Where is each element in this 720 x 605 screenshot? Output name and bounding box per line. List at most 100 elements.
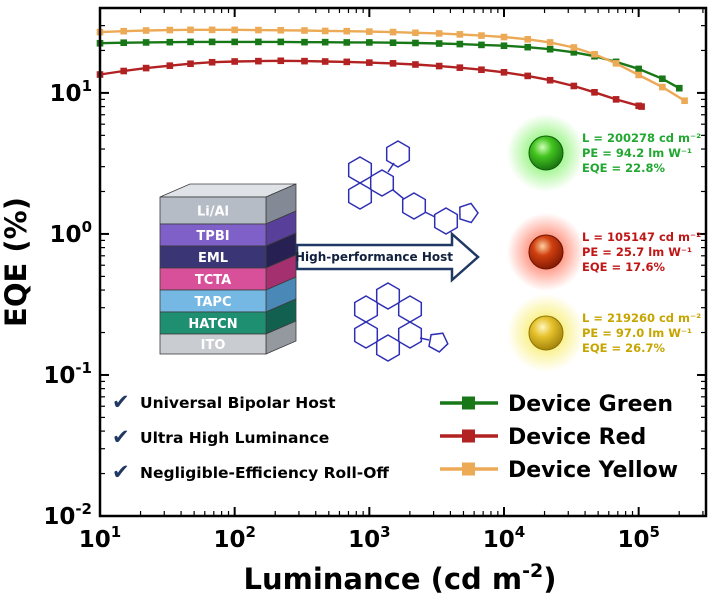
tick-base: 10 <box>50 81 82 107</box>
series-marker <box>456 64 464 71</box>
x-axis-label-main: Luminance (cd m <box>244 562 523 596</box>
tick-exp: 1 <box>111 523 121 541</box>
chart-legend: Device Green Device Red Device Yellow <box>440 392 678 483</box>
y-tick-label: 10-1 <box>43 359 92 389</box>
x-tick-label: 103 <box>348 523 390 553</box>
series-marker <box>255 57 262 65</box>
series-line-device-red <box>99 59 642 108</box>
series-marker <box>524 72 532 80</box>
series-marker <box>120 67 128 75</box>
tick-base: 10 <box>79 527 111 553</box>
tick-exp: 1 <box>82 77 92 95</box>
legend-marker <box>462 396 475 410</box>
device-stats-red-line2: PE = 25.7 lm W⁻¹ <box>582 245 692 259</box>
x-tick-label: 104 <box>483 523 525 553</box>
series-marker <box>412 29 419 37</box>
molecule-ring <box>397 295 423 323</box>
series-marker <box>412 61 419 68</box>
tick-exp: 5 <box>649 523 659 541</box>
series-marker <box>366 28 373 35</box>
series-marker <box>435 30 443 37</box>
tick-base: 10 <box>348 527 380 553</box>
device-stats-green-line1: L = 200278 cd m⁻² <box>582 131 701 145</box>
molecule-ring <box>385 140 411 168</box>
series-marker <box>500 42 508 50</box>
series-marker <box>500 33 508 41</box>
series-marker <box>570 49 578 56</box>
series-marker <box>208 58 216 66</box>
stack-layer-label-tcta: TCTA <box>195 273 231 288</box>
checklist: ✔ Universal Bipolar Host ✔ Ultra High Lumin… <box>112 390 389 484</box>
series-marker <box>456 31 464 38</box>
tick-base: 10 <box>43 363 75 389</box>
series-marker <box>142 64 150 72</box>
check-icon: ✔ <box>112 460 130 484</box>
tick-exp: 2 <box>245 523 255 541</box>
molecule-ring <box>375 282 401 310</box>
series-marker <box>166 62 174 69</box>
device-stats-red-line1: L = 105147 cd m⁻² <box>582 230 701 244</box>
molecule-ring <box>353 295 379 323</box>
high-performance-host-arrow <box>295 231 480 283</box>
series-marker <box>166 38 174 46</box>
checklist-item: Ultra High Luminance <box>140 429 329 447</box>
series-marker <box>635 71 642 79</box>
stack-front-face <box>159 196 267 225</box>
series-marker <box>389 60 397 67</box>
stack-layer-label-tpbi: TPBI <box>196 229 229 244</box>
series-marker <box>208 38 216 46</box>
tick-base: 10 <box>43 504 75 530</box>
series-marker <box>277 38 285 46</box>
series-marker <box>635 65 642 73</box>
series-marker <box>301 27 308 34</box>
stack-layer-label-hatcn: HATCN <box>188 317 237 332</box>
series-marker <box>500 69 508 76</box>
series-marker <box>343 58 351 66</box>
legend-label-device-yellow: Device Yellow <box>508 458 678 483</box>
series-marker <box>612 96 620 103</box>
legend-label-device-red: Device Red <box>508 425 646 450</box>
series-marker <box>301 57 308 65</box>
stack-layer-label-eml: EML <box>198 251 228 266</box>
molecule-ring <box>353 321 379 349</box>
stack-layer-label-tapc: TAPC <box>195 295 232 310</box>
series-marker <box>478 32 485 39</box>
series-marker <box>456 40 464 48</box>
molecule-ring <box>347 156 373 184</box>
series-marker <box>681 97 688 105</box>
series-marker <box>187 38 194 46</box>
series-marker <box>120 27 128 35</box>
tick-exp: 0 <box>82 218 92 236</box>
molecule-ring <box>397 321 423 349</box>
series-marker <box>255 26 262 34</box>
series-marker <box>478 66 485 74</box>
tick-exp: 4 <box>515 523 525 541</box>
molecule-ring <box>459 202 479 224</box>
x-axis-label-end: ) <box>543 562 556 596</box>
molecule-bond <box>392 189 405 200</box>
molecule-ring <box>369 169 395 197</box>
y-tick-label: 10-2 <box>43 500 92 530</box>
device-stats-yellow-line2: PE = 97.0 lm W⁻¹ <box>582 326 692 340</box>
device-stats-yellow-line3: EQE = 26.7% <box>582 341 666 355</box>
series-marker <box>675 84 683 92</box>
device-stats-yellow-line1: L = 219260 cd m⁻² <box>582 311 701 325</box>
series-marker <box>435 62 443 70</box>
molecule-ring <box>375 334 401 362</box>
series-marker <box>366 59 373 66</box>
x-tick-label: 105 <box>617 523 659 553</box>
y-axis-label: EQE (%) <box>0 197 33 327</box>
series-marker <box>231 58 238 65</box>
series-marker <box>321 58 329 65</box>
series-marker <box>187 60 194 68</box>
molecule-ring <box>347 182 373 210</box>
series-marker <box>120 39 128 46</box>
series-marker <box>412 39 419 47</box>
series-marker <box>389 39 397 46</box>
device-stats-green-line3: EQE = 22.8% <box>582 161 666 175</box>
series-marker <box>187 26 194 34</box>
tick-base: 10 <box>213 527 245 553</box>
check-icon: ✔ <box>112 425 130 449</box>
